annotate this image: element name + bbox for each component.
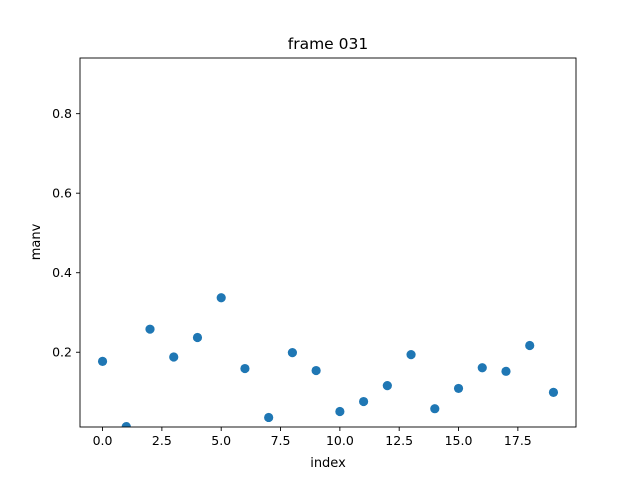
data-point: [453, 383, 464, 394]
data-point: [121, 422, 131, 427]
y-tick-label: 0.2: [52, 345, 72, 360]
data-point: [145, 324, 155, 334]
y-tick-label: 0.8: [52, 106, 72, 121]
y-axis-ticks: 0.2 0.4 0.6 0.8: [52, 106, 80, 360]
data-point: [169, 352, 179, 362]
x-tick-label: 10.0: [326, 433, 354, 448]
data-point: [525, 340, 535, 351]
y-tick-label: 0.6: [52, 186, 72, 201]
axes-frame: [79, 57, 577, 428]
plot-area: [97, 293, 559, 427]
data-point: [192, 332, 203, 343]
data-point: [240, 363, 250, 374]
data-point: [311, 365, 321, 376]
data-point: [216, 293, 226, 303]
y-axis-label: manv: [29, 223, 44, 260]
x-axis-label: index: [310, 456, 346, 471]
x-tick-label: 7.5: [271, 433, 291, 448]
data-point: [406, 350, 416, 360]
data-point: [359, 396, 369, 407]
x-tick-label: 5.0: [211, 433, 231, 448]
x-tick-label: 0.0: [93, 433, 113, 448]
x-tick-label: 15.0: [445, 433, 473, 448]
y-tick-label: 0.4: [52, 265, 72, 280]
data-point: [548, 387, 559, 398]
x-tick-label: 2.5: [152, 433, 172, 448]
x-tick-label: 17.5: [504, 433, 532, 448]
data-point: [430, 404, 440, 414]
x-axis-ticks: 0.0 2.5 5.0 7.5 10.0 12.5 15.0 17.5: [93, 427, 532, 448]
data-point: [287, 348, 297, 358]
data-point: [97, 356, 108, 366]
data-point: [501, 366, 511, 376]
chart-title: frame 031: [288, 35, 368, 53]
data-point: [382, 381, 392, 391]
data-point: [264, 412, 274, 423]
x-tick-label: 12.5: [385, 433, 413, 448]
data-point: [335, 406, 345, 417]
data-point: [477, 363, 487, 373]
